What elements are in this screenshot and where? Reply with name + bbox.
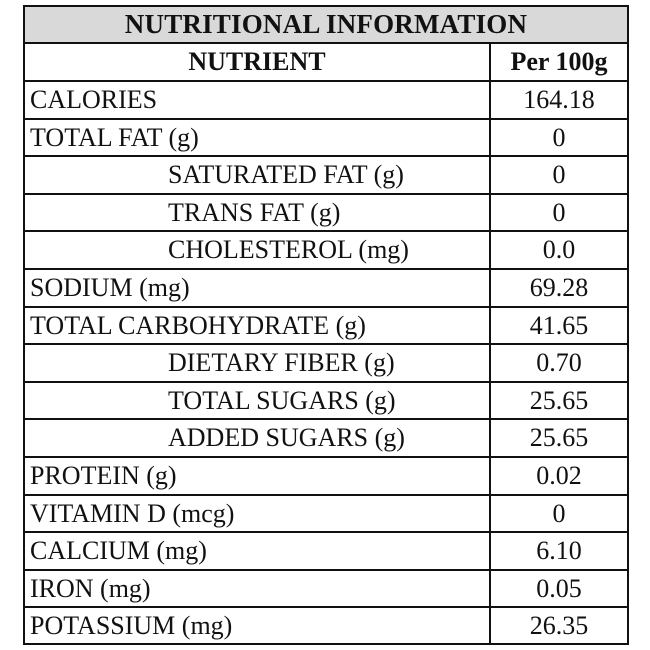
table-row: DIETARY FIBER (g) 0.70 <box>25 345 627 383</box>
nutrient-value: 0.02 <box>536 461 582 490</box>
nutrient-label: VITAMIN D (mcg) <box>25 496 491 531</box>
nutrient-label: TRANS FAT (g) <box>25 195 491 230</box>
nutrient-value: 164.18 <box>523 85 595 114</box>
table-row: TRANS FAT (g) 0 <box>25 195 627 232</box>
nutrient-label: CALCIUM (mg) <box>25 533 491 569</box>
nutrient-value: 0 <box>552 122 566 152</box>
table-row: TOTAL FAT (g) 0 <box>25 120 627 157</box>
table-row: TOTAL CARBOHYDRATE (g) 41.65 <box>25 308 627 345</box>
header-nutrient: NUTRIENT <box>25 44 491 80</box>
table-row: ADDED SUGARS (g) 25.65 <box>25 420 627 458</box>
table-row: IRON (mg) 0.05 <box>25 571 627 608</box>
nutrient-label: CHOLESTEROL (mg) <box>25 232 491 268</box>
nutrient-label: PROTEIN (g) <box>25 458 491 494</box>
table-row: CALCIUM (mg) 6.10 <box>25 533 627 571</box>
table-row: SATURATED FAT (g) 0 <box>25 157 627 195</box>
nutrient-value: 26.35 <box>529 610 589 640</box>
nutrient-label: IRON (mg) <box>25 571 491 606</box>
nutrient-value: 6.10 <box>536 536 582 565</box>
nutrient-label: SATURATED FAT (g) <box>25 157 491 193</box>
nutrient-value: 69.28 <box>529 273 589 302</box>
nutrient-value: 0 <box>552 197 566 227</box>
table-row: TOTAL SUGARS (g) 25.65 <box>25 383 627 420</box>
nutrient-value: 25.65 <box>529 385 589 415</box>
nutrient-label: DIETARY FIBER (g) <box>25 345 491 381</box>
nutrient-label: POTASSIUM (mg) <box>25 608 491 643</box>
nutrient-label: TOTAL CARBOHYDRATE (g) <box>25 308 491 343</box>
nutrient-label: CALORIES <box>25 82 491 118</box>
nutrient-value: 0.0 <box>542 235 576 264</box>
table-row: PROTEIN (g) 0.02 <box>25 458 627 496</box>
nutrition-table: NUTRITIONAL INFORMATION NUTRIENT Per 100… <box>23 5 629 645</box>
table-title: NUTRITIONAL INFORMATION <box>25 7 627 44</box>
table-row: CALORIES 164.18 <box>25 82 627 120</box>
table-row: CHOLESTEROL (mg) 0.0 <box>25 232 627 270</box>
nutrient-value: 0 <box>552 160 566 189</box>
table-header-row: NUTRIENT Per 100g <box>25 44 627 82</box>
nutrient-value: 0.05 <box>536 573 582 603</box>
header-per-100g: Per 100g <box>510 47 608 76</box>
nutrient-value: 25.65 <box>529 423 589 452</box>
nutrient-value: 41.65 <box>529 310 589 340</box>
nutrient-label: TOTAL FAT (g) <box>25 120 491 155</box>
table-row: POTASSIUM (mg) 26.35 <box>25 608 627 643</box>
nutrient-value: 0.70 <box>536 348 582 377</box>
table-row: VITAMIN D (mcg) 0 <box>25 496 627 533</box>
nutrient-value: 0 <box>552 498 566 528</box>
nutrient-label: TOTAL SUGARS (g) <box>25 383 491 418</box>
table-row: SODIUM (mg) 69.28 <box>25 270 627 308</box>
nutrient-label: ADDED SUGARS (g) <box>25 420 491 456</box>
nutrient-label: SODIUM (mg) <box>25 270 491 306</box>
